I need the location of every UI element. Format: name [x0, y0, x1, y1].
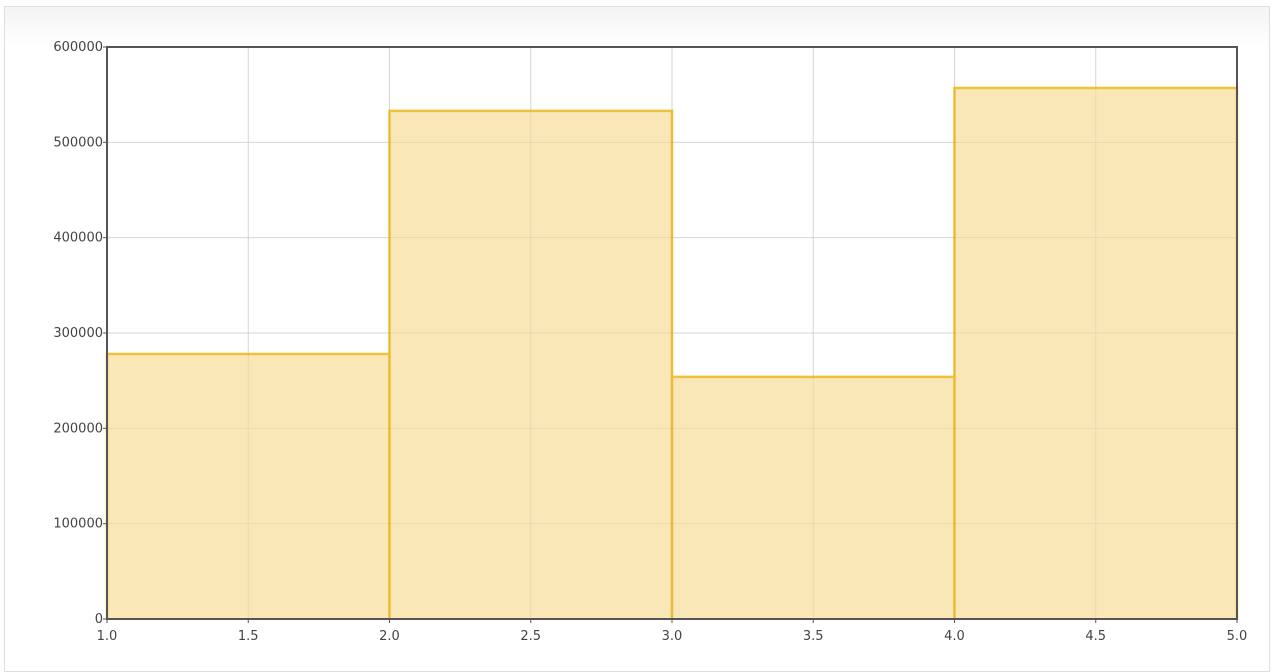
bar-4	[954, 87, 1237, 619]
y-tick-labels: 0 100000 200000 300000 400000 500000 600000	[53, 40, 103, 627]
x-tick-labels: 1.0 1.5 2.0 2.5 3.0 3.5 4.0 4.5 5.0	[97, 629, 1248, 644]
x-tick-label: 1.5	[238, 629, 259, 644]
x-tick-label: 4.0	[944, 629, 965, 644]
y-tick-label: 200000	[53, 421, 103, 436]
y-tick-label: 300000	[53, 326, 103, 341]
x-tick-label: 3.0	[662, 629, 683, 644]
y-tick-label: 500000	[53, 135, 103, 150]
x-tick-label: 3.5	[803, 629, 824, 644]
bars	[105, 46, 1239, 620]
bar-outline-2	[388, 109, 674, 619]
x-tick-label: 1.0	[97, 629, 118, 644]
y-tick-label: 0	[95, 612, 103, 627]
y-tick-label: 600000	[53, 40, 103, 55]
bar-1	[107, 353, 390, 619]
bar-3	[672, 376, 955, 619]
y-tick-label: 100000	[53, 517, 103, 532]
bar-2	[389, 110, 672, 619]
x-tick-label: 5.0	[1227, 629, 1248, 644]
x-tick-label: 2.5	[520, 629, 541, 644]
y-tick-label: 400000	[53, 231, 103, 246]
axes	[103, 46, 1238, 623]
x-tick-label: 4.5	[1085, 629, 1106, 644]
x-tick-label: 2.0	[379, 629, 400, 644]
